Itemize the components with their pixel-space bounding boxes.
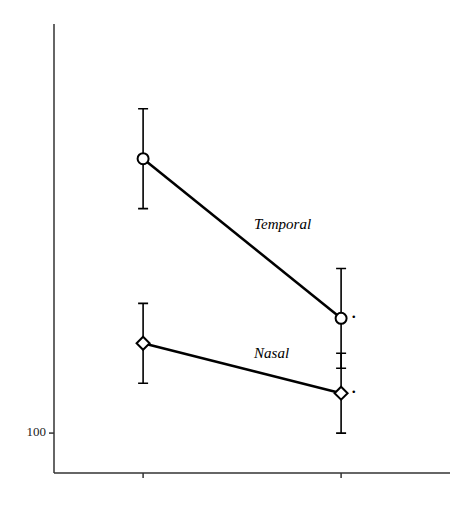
labels: Temporal. Nasal. [253,216,357,399]
marker [137,337,150,350]
y-tick-label: 100 [27,424,47,439]
annotation: . [351,373,357,398]
y-tick [49,432,54,434]
chart: 100 Temporal. Nasal. [0,0,474,509]
annotation: . [351,298,357,323]
chart-container: 100 Temporal. Nasal. [0,0,474,509]
error-bar [138,109,148,209]
marker [336,313,347,324]
x-tick [142,473,144,478]
plot-area [137,109,348,433]
marker [138,153,149,164]
x-axis-line [54,472,450,474]
y-axis-line [53,24,55,473]
x-tick [340,473,342,478]
series-line [143,343,341,393]
series-label: Temporal [254,216,311,232]
marker [335,387,348,400]
series-label: Nasal [253,345,289,361]
series-line [143,159,341,319]
